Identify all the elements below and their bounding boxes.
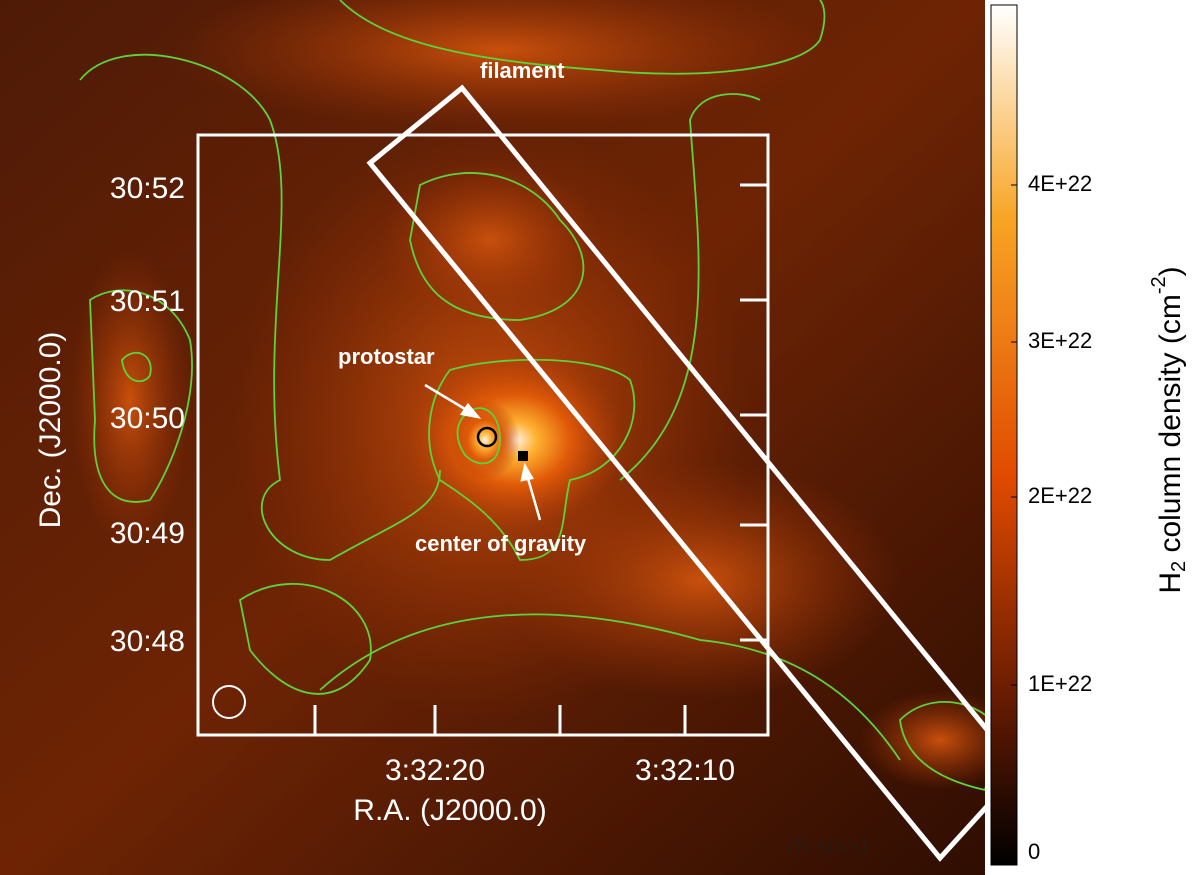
density-map [0, 0, 1020, 875]
arrows [424, 383, 542, 521]
protostar-label: protostar [338, 344, 435, 369]
colorbar [990, 4, 1018, 866]
title-part: H [1154, 572, 1187, 594]
colorbar-panel [985, 0, 1200, 875]
colorbar-tick-label: 1E+22 [1028, 671, 1092, 696]
y-tick-label: 30:51 [110, 285, 185, 318]
y-tick-label: 30:49 [110, 517, 185, 550]
colorbar-tick-label: 2E+22 [1028, 483, 1092, 508]
colorbar-tick-label: 0 [1028, 839, 1040, 864]
colorbar-tick-label: 3E+22 [1028, 328, 1092, 353]
protostar-marker [476, 426, 498, 448]
filament-label: filament [480, 58, 565, 83]
units-label: (K km/s) [788, 832, 867, 857]
title-part: -2 [1148, 276, 1170, 294]
contours [79, 0, 1001, 792]
x-tick-label: 3:32:20 [385, 754, 485, 787]
y-tick-label: 30:50 [110, 402, 185, 435]
colorbar-labels: 4E+22 3E+22 2E+22 1E+22 0 [1028, 171, 1092, 864]
title-part: column density (cm [1154, 294, 1187, 561]
x-axis-title: R.A. (J2000.0) [353, 794, 546, 827]
y-tick-labels: 30:52 30:51 30:50 30:49 30:48 [110, 172, 185, 658]
inner-frame [196, 133, 770, 737]
center-marker [518, 451, 528, 461]
y-tick-label: 30:52 [110, 172, 185, 205]
title-part: ) [1154, 266, 1187, 276]
y-axis-title: Dec. (J2000.0) [34, 332, 67, 529]
y-tick-label: 30:48 [110, 625, 185, 658]
beam [212, 685, 246, 719]
x-tick-label: 3:32:10 [635, 754, 735, 787]
colorbar-tick-label: 4E+22 [1028, 171, 1092, 196]
colorbar-ticks [1011, 184, 1017, 686]
title-part: 2 [1168, 561, 1190, 572]
center-label: center of gravity [415, 531, 587, 556]
colorbar-title: H2 column density (cm-2) [1148, 266, 1190, 593]
